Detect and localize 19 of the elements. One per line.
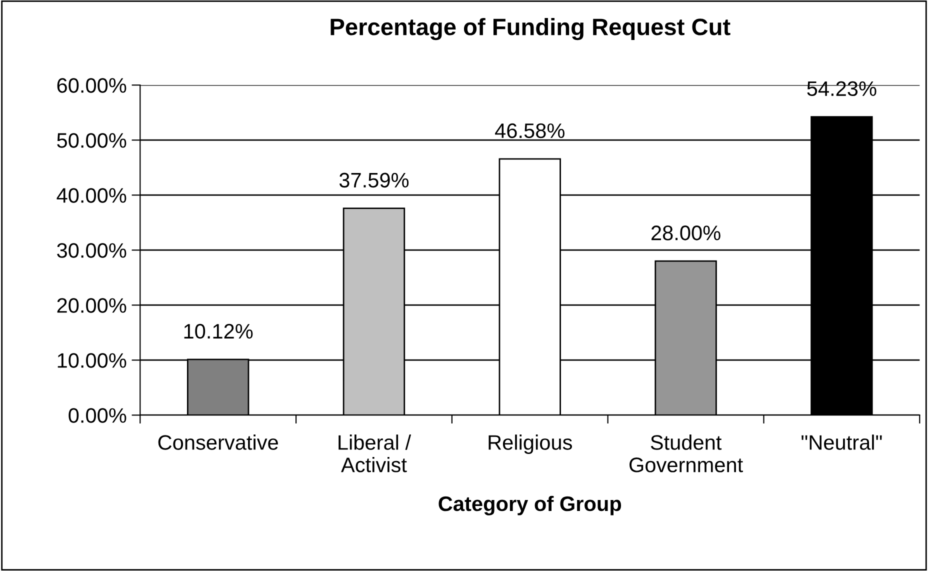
x-tick-label: Conservative <box>158 434 278 450</box>
y-tick-label: 60.00% <box>57 78 126 93</box>
y-tick-label: 10.00% <box>58 353 126 368</box>
data-label: 54.23% <box>807 81 876 96</box>
x-axis-title: Category of Group <box>438 496 622 516</box>
x-tick-label: Student Government <box>630 434 743 472</box>
y-tick-label: 0.00% <box>68 408 126 423</box>
x-tick-label: Religious <box>488 434 572 454</box>
data-label: 46.58% <box>495 123 564 138</box>
x-tick-label: Liberal / Activist <box>338 434 412 472</box>
y-tick-label: 20.00% <box>57 298 126 313</box>
data-label: 10.12% <box>184 324 253 339</box>
y-tick-label: 40.00% <box>56 188 126 203</box>
data-label: 28.00% <box>652 226 720 240</box>
y-tick-label: 30.00% <box>57 243 126 258</box>
chart-title: Percentage of Funding Request Cut <box>330 18 730 40</box>
data-label: 37.59% <box>339 172 409 188</box>
x-tick-label: "Neutral" <box>802 434 882 450</box>
y-tick-label: 50.00% <box>57 133 126 148</box>
